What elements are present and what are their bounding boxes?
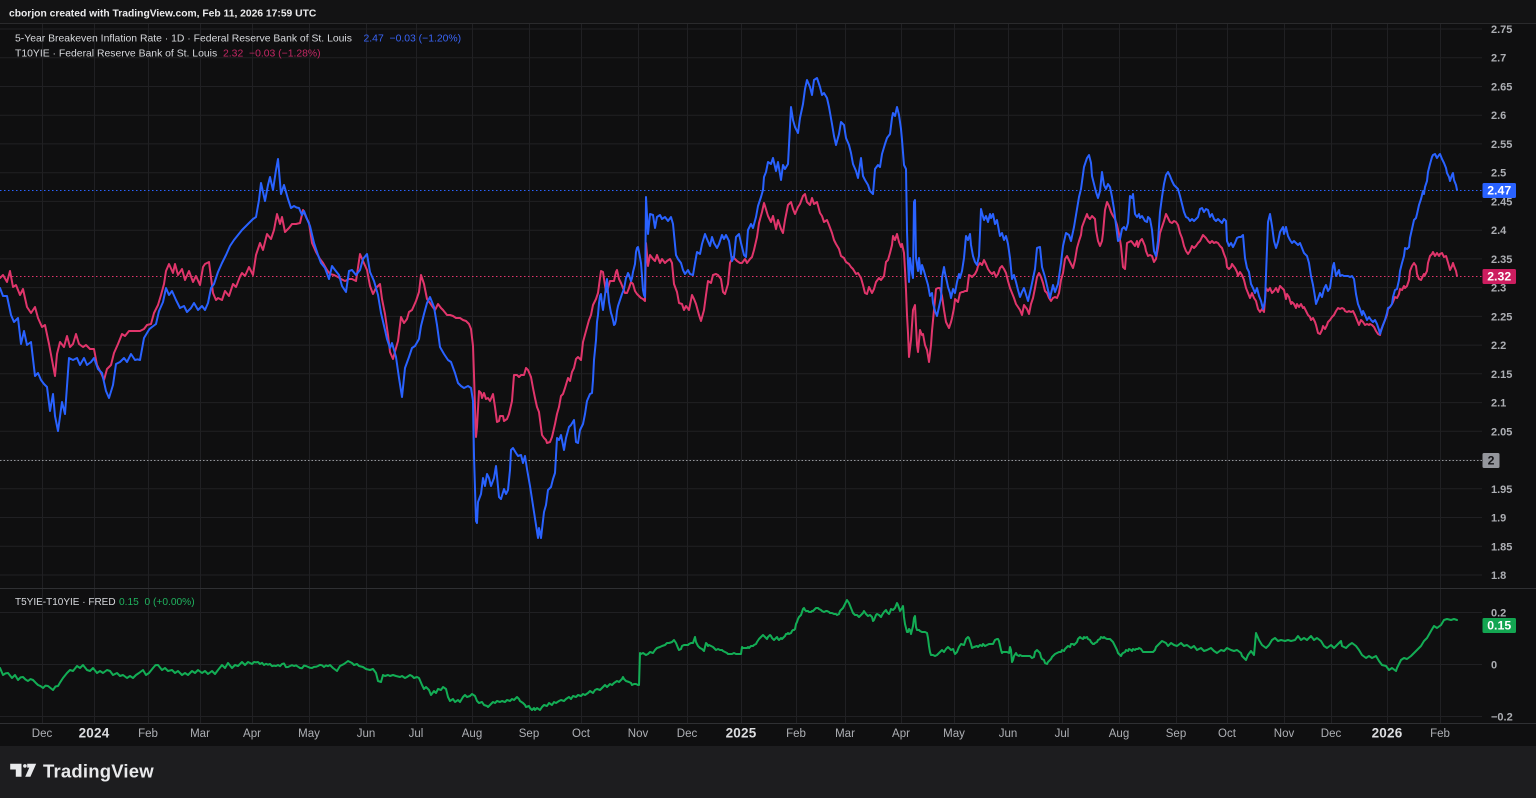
svg-text:Sep: Sep <box>1166 728 1186 740</box>
svg-text:Aug: Aug <box>1109 728 1129 740</box>
svg-text:TradingView: TradingView <box>43 761 154 782</box>
svg-text:0.15 0 (+0.00%): 0.15 0 (+0.00%) <box>119 597 195 608</box>
svg-text:Mar: Mar <box>835 728 855 740</box>
svg-text:Apr: Apr <box>892 728 910 740</box>
svg-text:Dec: Dec <box>677 728 698 740</box>
svg-text:2.45: 2.45 <box>1491 196 1512 208</box>
svg-text:2.32 −0.03 (−1.28%): 2.32 −0.03 (−1.28%) <box>223 48 321 59</box>
svg-text:1.8: 1.8 <box>1491 570 1506 582</box>
svg-text:2.5: 2.5 <box>1491 168 1506 180</box>
svg-text:−0.2: −0.2 <box>1491 712 1513 724</box>
svg-text:Oct: Oct <box>1218 728 1237 740</box>
svg-text:2.4: 2.4 <box>1491 225 1507 237</box>
svg-text:2024: 2024 <box>79 726 110 741</box>
svg-text:cborjon created with TradingVi: cborjon created with TradingView.com, Fe… <box>9 9 317 20</box>
svg-text:T10YIE · Federal Reserve Bank: T10YIE · Federal Reserve Bank of St. Lou… <box>15 48 217 59</box>
svg-text:2.15: 2.15 <box>1491 369 1512 381</box>
svg-text:2.55: 2.55 <box>1491 139 1512 151</box>
svg-text:Jul: Jul <box>409 728 424 740</box>
svg-text:2: 2 <box>1488 454 1495 468</box>
svg-text:Aug: Aug <box>462 728 482 740</box>
svg-text:2.6: 2.6 <box>1491 110 1506 122</box>
svg-text:Nov: Nov <box>628 728 649 740</box>
svg-text:Sep: Sep <box>519 728 539 740</box>
svg-text:2.3: 2.3 <box>1491 283 1506 295</box>
svg-text:2.32: 2.32 <box>1487 270 1511 284</box>
svg-text:Dec: Dec <box>1321 728 1342 740</box>
svg-text:0.15: 0.15 <box>1487 619 1511 633</box>
svg-text:Jun: Jun <box>357 728 376 740</box>
svg-text:2.75: 2.75 <box>1491 24 1512 36</box>
svg-text:0.2: 0.2 <box>1491 608 1506 620</box>
svg-text:2.47 −0.03 (−1.20%): 2.47 −0.03 (−1.20%) <box>364 33 462 44</box>
svg-text:2.25: 2.25 <box>1491 311 1512 323</box>
svg-text:2.2: 2.2 <box>1491 340 1506 352</box>
svg-text:Oct: Oct <box>572 728 591 740</box>
svg-text:Dec: Dec <box>32 728 53 740</box>
svg-text:May: May <box>298 728 320 740</box>
svg-text:2026: 2026 <box>1372 726 1403 741</box>
svg-text:2.65: 2.65 <box>1491 82 1512 94</box>
svg-text:Jul: Jul <box>1055 728 1070 740</box>
svg-text:2025: 2025 <box>726 726 757 741</box>
svg-text:1.95: 1.95 <box>1491 484 1512 496</box>
svg-text:0: 0 <box>1491 660 1497 672</box>
svg-text:May: May <box>943 728 965 740</box>
svg-text:Feb: Feb <box>138 728 158 740</box>
svg-text:2.7: 2.7 <box>1491 53 1506 65</box>
svg-text:5-Year Breakeven Inflation Rat: 5-Year Breakeven Inflation Rate · 1D · F… <box>15 33 352 44</box>
svg-text:Feb: Feb <box>1430 728 1450 740</box>
svg-text:1.9: 1.9 <box>1491 513 1506 525</box>
svg-text:T5YIE-T10YIE · FRED: T5YIE-T10YIE · FRED <box>15 597 116 608</box>
svg-text:Apr: Apr <box>243 728 261 740</box>
svg-text:2.05: 2.05 <box>1491 426 1512 438</box>
svg-text:1.85: 1.85 <box>1491 541 1512 553</box>
svg-text:2.35: 2.35 <box>1491 254 1512 266</box>
svg-text:2.47: 2.47 <box>1487 184 1511 198</box>
svg-text:Feb: Feb <box>786 728 806 740</box>
svg-text:Nov: Nov <box>1274 728 1295 740</box>
svg-text:Mar: Mar <box>190 728 210 740</box>
svg-text:2.1: 2.1 <box>1491 398 1506 410</box>
svg-text:Jun: Jun <box>999 728 1018 740</box>
